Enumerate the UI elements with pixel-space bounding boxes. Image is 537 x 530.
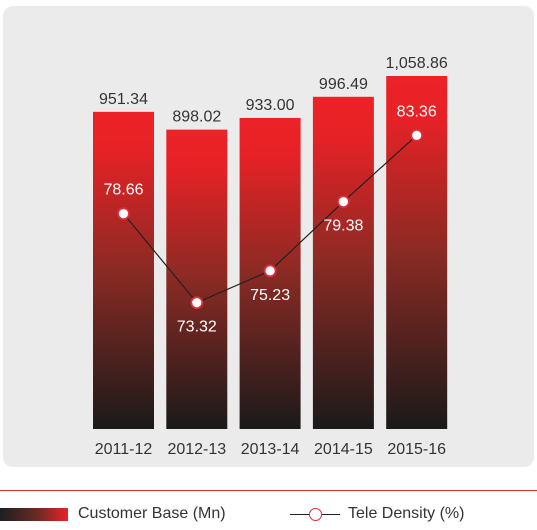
tele-density-label: 79.38 <box>323 218 363 235</box>
bar-labels-layer: 951.34 898.02 933.00 996.49 1,058.86 <box>99 55 448 126</box>
bar-2012-13 <box>166 129 228 429</box>
legend-item-tele-density: Tele Density (%) <box>290 501 464 527</box>
legend-item-customer-base: Customer Base (Mn) <box>0 501 226 527</box>
tele-density-point <box>336 195 350 209</box>
x-tick-label: 2012-13 <box>167 441 226 458</box>
tele-density-label: 83.36 <box>397 103 437 120</box>
legend-divider <box>0 490 537 491</box>
legend-line-swatch <box>290 506 340 522</box>
legend-label-customer-base: Customer Base (Mn) <box>78 505 226 522</box>
x-tick-label: 2013-14 <box>241 441 300 458</box>
bar-value-label: 951.34 <box>99 91 148 108</box>
chart-panel: 951.34 898.02 933.00 996.49 1,058.86 78.66 73… <box>3 6 534 467</box>
x-tick-label: 2015-16 <box>387 441 446 458</box>
tele-density-point <box>263 264 277 278</box>
bar-value-label: 898.02 <box>172 109 221 126</box>
legend-bar-swatch <box>0 507 68 521</box>
line-layer: 78.66 73.32 75.23 79.38 83.36 <box>103 103 436 335</box>
legend-label-tele-density: Tele Density (%) <box>348 505 465 522</box>
tele-density-label: 78.66 <box>103 182 143 199</box>
legend-marker-icon <box>309 508 322 521</box>
tele-density-label: 75.23 <box>250 287 290 304</box>
x-tick-label: 2011-12 <box>95 441 153 458</box>
bar-value-label: 933.00 <box>246 97 295 114</box>
x-tick-label: 2014-15 <box>314 441 373 458</box>
chart-svg: 951.34 898.02 933.00 996.49 1,058.86 78.66 73… <box>93 55 448 458</box>
bar-value-label: 996.49 <box>319 76 368 93</box>
bars-layer <box>93 76 448 430</box>
bar-2011-12 <box>93 111 154 430</box>
x-axis-ticks: 2011-12 2012-13 2013-14 2014-15 2015-16 <box>95 441 446 458</box>
tele-density-point <box>410 128 424 142</box>
bar-2014-15 <box>312 96 374 429</box>
tele-density-label: 73.32 <box>177 319 217 336</box>
tele-density-point <box>190 296 204 310</box>
tele-density-point <box>117 207 130 221</box>
bar-value-label: 1,058.86 <box>386 55 448 72</box>
